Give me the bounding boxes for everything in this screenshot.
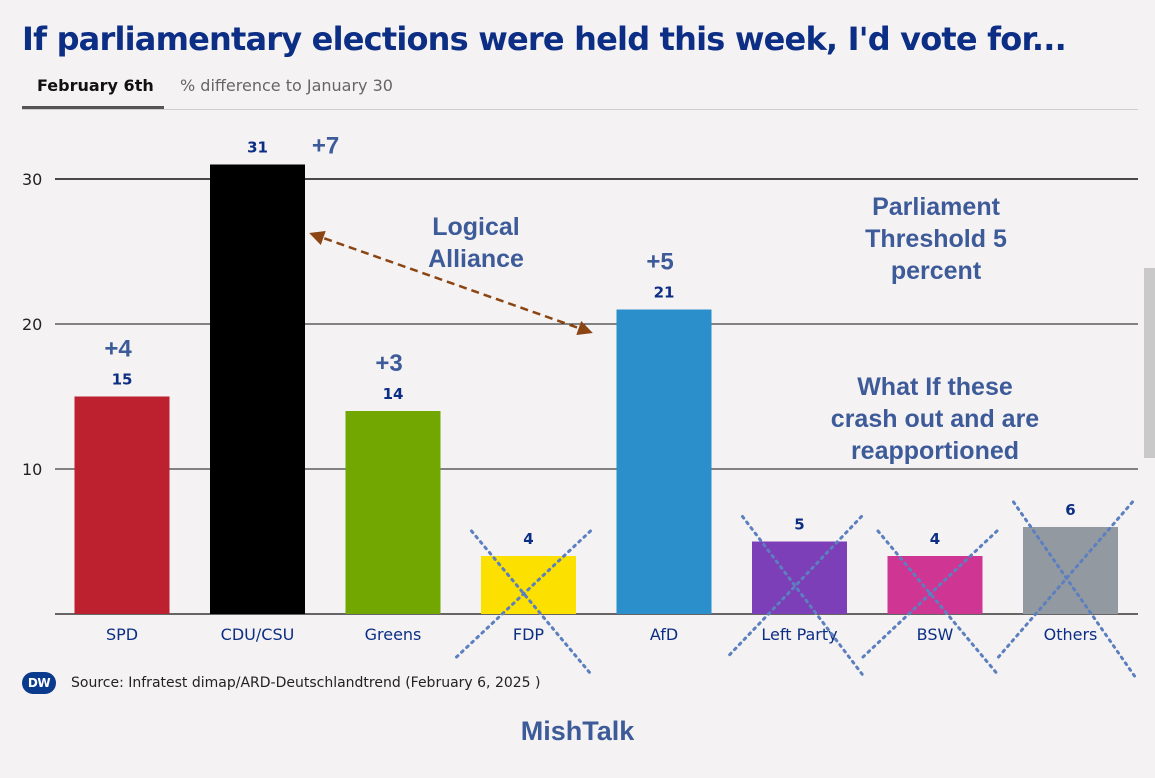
data-label: 4 xyxy=(523,530,533,548)
dw-logo: DW xyxy=(22,672,56,694)
cross-out-line xyxy=(997,500,1134,659)
change-label: +4 xyxy=(104,336,132,363)
bar xyxy=(481,556,576,614)
data-label: 21 xyxy=(654,284,675,302)
data-label: 6 xyxy=(1065,501,1075,519)
scrollbar[interactable] xyxy=(1144,268,1155,458)
data-label: 15 xyxy=(112,371,133,389)
x-tick-label: Left Party xyxy=(761,625,837,644)
active-tab-underline xyxy=(22,106,164,109)
cross-out-line xyxy=(861,529,999,659)
cross-out-line xyxy=(741,515,865,678)
bar xyxy=(616,309,712,614)
x-tick-label: SPD xyxy=(106,625,138,644)
question-annotation: reapportioned xyxy=(851,437,1019,465)
alliance-annotation: Logical xyxy=(432,213,520,241)
question-annotation: crash out and are xyxy=(831,405,1039,433)
bar xyxy=(345,411,441,614)
x-tick-label: BSW xyxy=(917,625,954,644)
threshold-annotation: percent xyxy=(891,257,982,285)
bar xyxy=(74,396,170,614)
data-label: 4 xyxy=(930,530,940,548)
threshold-annotation: Threshold 5 xyxy=(865,225,1007,253)
bar xyxy=(887,556,983,614)
bar xyxy=(1023,527,1118,614)
data-label: 5 xyxy=(794,516,804,534)
cross-out-line xyxy=(726,515,863,659)
change-label: +7 xyxy=(312,133,339,160)
x-tick-label: AfD xyxy=(650,625,678,644)
tab-divider xyxy=(22,109,1138,110)
footer-brand: MishTalk xyxy=(520,716,635,746)
change-label: +5 xyxy=(646,249,673,276)
chart-title: If parliamentary elections were held thi… xyxy=(22,20,1067,58)
source-text: Source: Infratest dimap/ARD-Deutschlandt… xyxy=(71,675,541,691)
cross-out-line xyxy=(876,529,1001,678)
change-label: +3 xyxy=(375,350,402,377)
tab-february-6th[interactable]: February 6th xyxy=(37,76,154,95)
cross-out-line xyxy=(1012,500,1136,678)
x-tick-label: FDP xyxy=(513,625,545,644)
x-tick-label: Others xyxy=(1044,625,1098,644)
data-label: 31 xyxy=(247,139,268,157)
data-label: 14 xyxy=(383,385,404,403)
x-tick-label: CDU/CSU xyxy=(221,625,295,644)
bar xyxy=(210,164,305,614)
source-row: DW Source: Infratest dimap/ARD-Deutschla… xyxy=(22,672,541,694)
alliance-annotation: Alliance xyxy=(428,245,524,273)
y-tick-label: 10 xyxy=(22,460,42,479)
bar xyxy=(752,541,847,614)
alliance-arrow xyxy=(309,230,593,336)
y-tick-label: 30 xyxy=(22,170,42,189)
cross-out-line xyxy=(470,529,594,678)
y-tick-label: 20 xyxy=(22,315,42,334)
question-annotation: What If these xyxy=(857,373,1013,401)
x-tick-label: Greens xyxy=(365,625,422,644)
tab-difference[interactable]: % difference to January 30 xyxy=(180,76,393,95)
cross-out-line xyxy=(455,529,592,659)
threshold-annotation: Parliament xyxy=(872,193,1001,221)
